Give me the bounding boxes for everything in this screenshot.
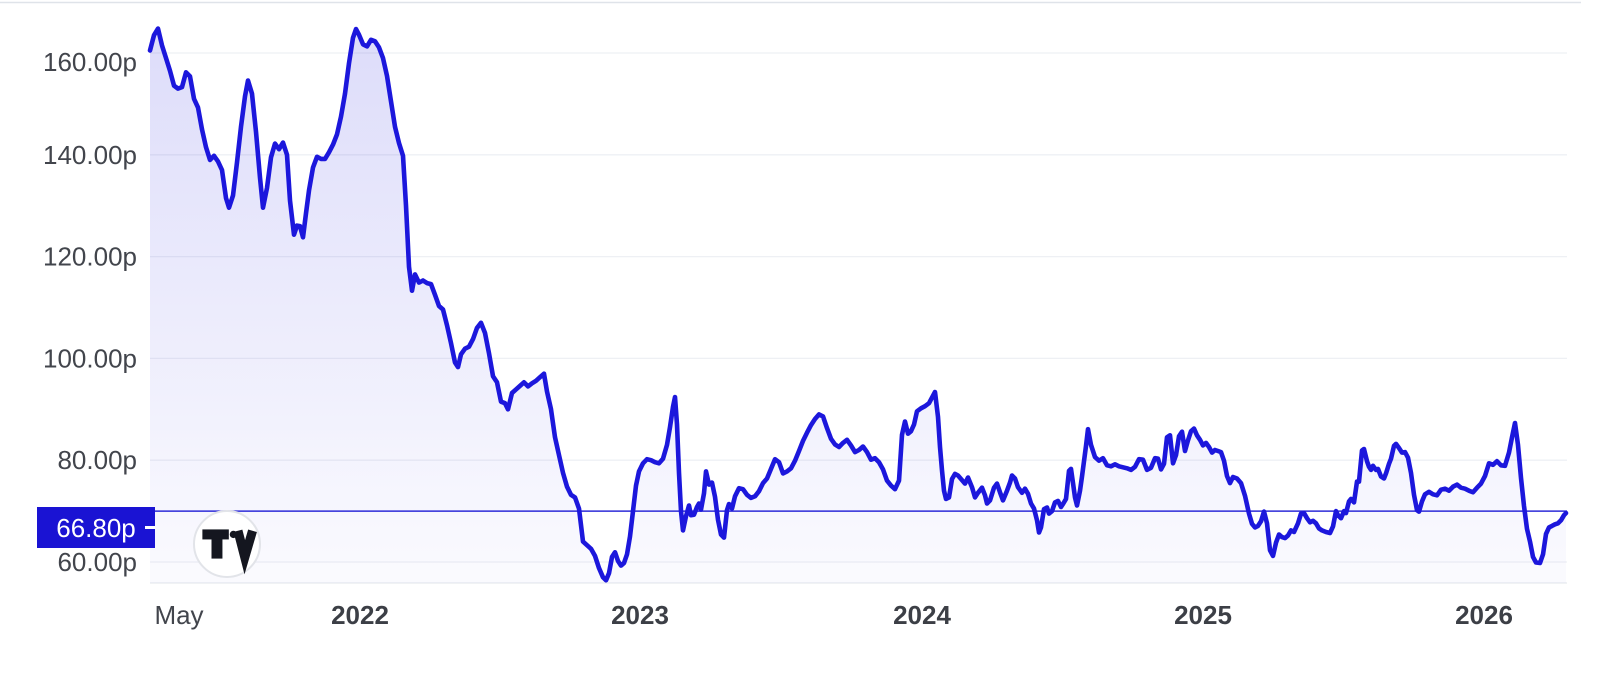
price-area-fill	[150, 28, 1566, 584]
x-axis-label: 2023	[611, 600, 669, 630]
y-axis-label: 160.00p	[43, 47, 137, 77]
price-series-line	[147, 26, 1569, 583]
y-axis-label: 60.00p	[57, 547, 137, 577]
current-price-value: 66.80p	[56, 512, 136, 543]
tradingview-logo-icon	[202, 529, 257, 575]
x-axis-label: 2024	[893, 600, 951, 630]
y-axis-label: 140.00p	[43, 140, 137, 170]
current-price-badge: 66.80p	[37, 507, 155, 548]
x-axis-label: 2026	[1455, 600, 1513, 630]
y-axis-label: 80.00p	[57, 445, 137, 475]
y-axis-label: 100.00p	[43, 343, 137, 373]
tradingview-logo[interactable]	[193, 510, 261, 578]
x-axis-label: 2025	[1174, 600, 1232, 630]
x-axis-label: May	[154, 600, 203, 630]
price-badge-tick-icon	[145, 526, 155, 529]
y-axis-label: 120.00p	[43, 242, 137, 272]
x-axis-label: 2022	[331, 600, 389, 630]
